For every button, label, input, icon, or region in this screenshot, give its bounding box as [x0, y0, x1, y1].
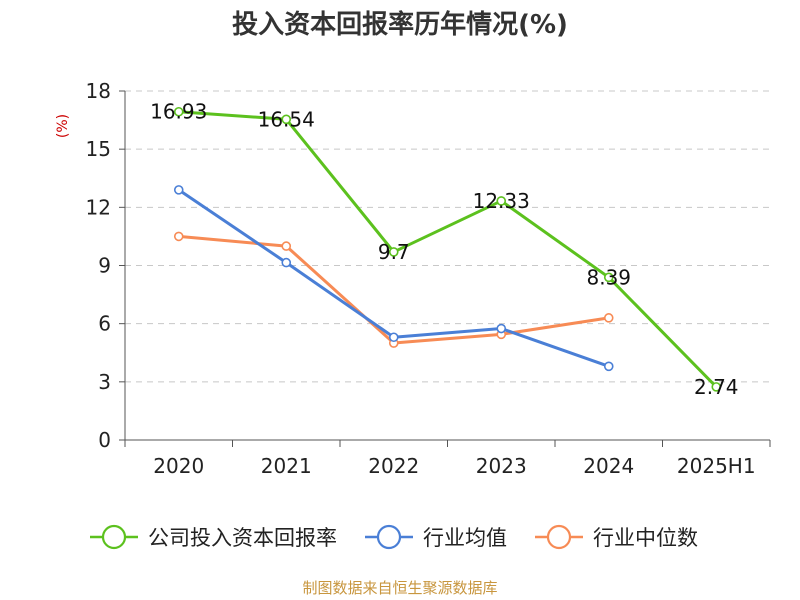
- y-axis-label: (%): [55, 114, 71, 138]
- legend: 公司投入资本回报率 行业均值 行业中位数: [90, 524, 698, 550]
- series-1-point: [603, 361, 614, 372]
- series-group: [173, 106, 722, 392]
- series-0-point: [173, 106, 184, 117]
- series-2-point: [603, 313, 614, 323]
- series-1-point: [173, 185, 184, 195]
- series-1-point: [496, 323, 507, 334]
- series-2-point: [173, 231, 184, 242]
- series-2-point: [281, 241, 292, 251]
- data-label: 16.54: [258, 107, 315, 131]
- x-tick-label: 2021: [261, 454, 312, 478]
- series-0-point: [281, 114, 292, 125]
- y-tick-label: 6: [98, 312, 111, 336]
- y-tick-label: 12: [86, 195, 111, 219]
- data-label: 16.93: [150, 100, 207, 124]
- axes: 0 3 6 9 12 15 18 2020 2021 2022 2023 2024 2025H1: [86, 79, 771, 478]
- y-tick-label: 18: [86, 79, 111, 103]
- legend-marker: [376, 524, 402, 550]
- series-0-point: [603, 272, 614, 283]
- data-label: 8.39: [586, 265, 631, 289]
- series-0-point: [496, 196, 507, 206]
- x-tick-label: 2020: [153, 454, 204, 478]
- legend-label: 行业中位数: [593, 526, 698, 550]
- source-note: 制图数据来自恒生聚源数据库: [302, 579, 497, 597]
- series-0-point: [711, 382, 722, 392]
- legend-label: 公司投入资本回报率: [148, 526, 337, 550]
- data-labels: 16.93 16.54 9.7 12.33 8.39 2.74: [150, 100, 738, 399]
- series-0-point: [388, 247, 399, 257]
- y-tick-label: 3: [98, 370, 111, 394]
- data-label: 9.7: [378, 240, 410, 264]
- chart-title: 投入资本回报率历年情况(%): [232, 9, 568, 40]
- legend-marker: [546, 524, 572, 550]
- series-0-line: [178, 110, 718, 388]
- legend-item: 行业中位数: [535, 524, 698, 550]
- data-label: 12.33: [473, 189, 530, 213]
- x-tick-label: 2025H1: [677, 454, 756, 478]
- series-1-point: [281, 257, 292, 268]
- legend-marker: [101, 524, 127, 550]
- x-tick-label: 2023: [476, 454, 527, 478]
- legend-item: 公司投入资本回报率: [90, 524, 337, 550]
- legend-item: 行业均值: [365, 524, 507, 550]
- x-tick-label: 2022: [368, 454, 419, 478]
- y-tick-label: 15: [86, 137, 111, 161]
- y-tick-label: 9: [98, 254, 111, 278]
- x-tick-label: 2024: [583, 454, 634, 478]
- y-tick-label: 0: [98, 428, 111, 452]
- gridlines: [125, 90, 770, 383]
- legend-label: 行业均值: [423, 526, 507, 550]
- data-label: 2.74: [694, 375, 739, 399]
- series-1-point: [388, 332, 399, 343]
